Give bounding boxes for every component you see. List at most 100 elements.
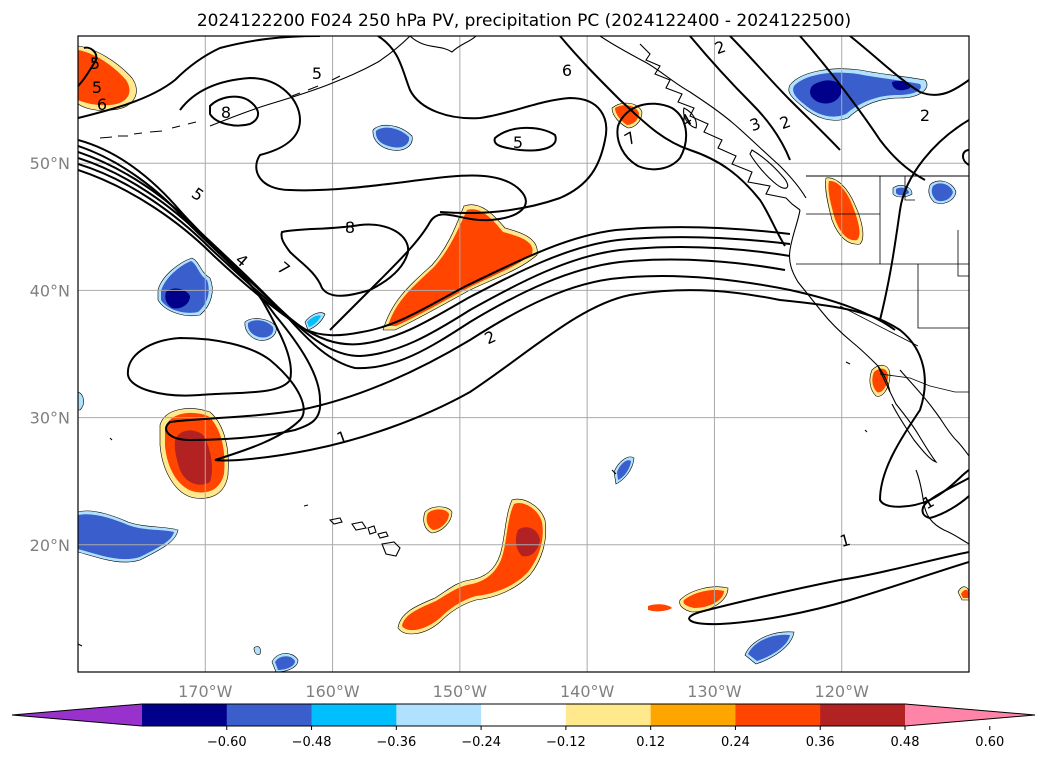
precip-positive-area [78,50,130,106]
mexico-border [879,373,969,393]
colorbar-segment [311,704,397,726]
aleutian-islands [99,75,341,139]
colorbar-tick-label: −0.12 [546,735,586,750]
alaska-gulf-coast [409,36,807,199]
pv-contour-label: 8 [345,218,355,237]
latitude-label: 40°N [30,281,70,300]
pv-contour-8-loop [280,223,410,297]
pv-contour-north-east3 [729,36,841,151]
latitude-labels: 20°N 30°N 40°N 50°N [30,154,70,555]
pv-contour-label: 5 [312,64,322,83]
pv-contour-label-text: 5 [92,78,102,97]
colorbar-segment [650,704,736,726]
pv-contour-label: 6 [562,61,572,80]
longitude-label: 170°W [178,682,233,701]
longitude-label: 160°W [305,682,360,701]
colorbar-tick-label: −0.36 [376,735,416,750]
pv-contour-label-text: 8 [221,103,231,122]
colorbar-extend-high [905,704,1035,726]
colorbar-tick-label: 0.12 [636,735,665,750]
pv-contour-label: 6 [97,95,107,114]
precip-positive-area [174,430,212,485]
precip-negative-area [810,80,842,104]
pv-contour-label-text: 2 [920,106,930,125]
precip-positive-area [683,590,724,608]
pv-contour-label: 8 [221,103,231,122]
longitude-labels: 170°W 160°W 150°W 140°W 130°W 120°W [178,682,869,701]
mexico-south-coast [915,469,969,545]
pv-contour-label-text: 8 [345,218,355,237]
pv-contour-label-text: 6 [97,95,107,114]
pv-contour-north-east [559,36,786,247]
precip-negative-area [275,656,295,670]
pv-contour-label: 1 [838,530,853,551]
gridlines [78,36,969,672]
pv-contour-north-east2 [689,36,791,161]
precip-positive-area [402,502,543,631]
precip-negative-area [931,183,953,202]
colorbar [11,703,1036,727]
pv-contour-label-text: 6 [562,61,572,80]
longitude-label: 140°W [560,682,615,701]
colorbar-extend-low [12,704,142,726]
precip-blob-south [397,498,547,635]
pv-contour-label-text: 5 [312,64,322,83]
pv-contour-1-south [78,139,969,508]
colorbar-outline [11,703,1036,727]
pv-contour-se-wave [921,477,969,520]
state-borders [796,176,969,347]
pv-contour-label-text: 1 [838,530,853,551]
aleutian-coast [209,36,411,127]
colorbar-tick-label: 0.48 [891,735,920,750]
map-frame [77,35,970,673]
colorbar-labels: −0.60 −0.48 −0.36 −0.24 −0.12 0.12 0.24 0.36 0.4… [207,726,1004,750]
pv-contour-6 [78,169,791,337]
pv-contours [78,36,969,626]
colorbar-segment [481,704,567,726]
pv-contour-ne-lower [799,36,969,181]
pv-contour-ne-corner [849,36,969,96]
precip-positive-area [828,180,860,241]
pv-contour-label: 5 [92,78,102,97]
pv-contour-label-text: 5 [90,54,100,73]
precip-positive-area [961,589,969,598]
precip-negative-area [78,391,84,411]
colorbar-tick-label: 0.36 [806,735,835,750]
colorbar-tick-label: 0.24 [721,735,750,750]
precip-positive-area [515,527,540,557]
precip-negative-area [247,320,274,338]
haida-gwaii [683,107,697,129]
precip-blob-small-1 [423,506,453,534]
pv-contour-east-coast [879,119,969,321]
pv-contour-1-southeast [688,551,969,626]
precip-negative-area [253,646,261,655]
pv-contour-north-loop [179,76,527,331]
pv-contour-north-mid [377,36,608,215]
precip-negative-area [307,315,321,327]
pv-contour-north-big [78,36,321,119]
latitude-label: 50°N [30,154,70,173]
precip-positive-area [648,604,672,612]
precip-negative-area [617,460,631,480]
baja-peninsula [877,365,938,464]
colorbar-tick-label: −0.48 [292,735,332,750]
colorbar-segment [226,704,313,726]
colorbar-tick-label: 0.60 [975,735,1004,750]
precip-blob-small-2 [648,586,729,613]
precip-blob-coast-north [825,177,864,245]
precip-positive-area [615,105,639,125]
precip-negative-area [165,288,190,309]
precip-negative-area [375,127,410,148]
longitude-label: 120°W [815,682,870,701]
precip-neg-blobs-small [78,124,957,672]
pv-contour-4 [78,157,791,358]
coastlines [78,36,969,647]
pv-contour-7-loop [616,102,688,171]
longitude-label: 130°W [687,682,742,701]
precip-negative-area [78,514,174,560]
pv-contour-north-inner [209,95,259,127]
precip-blob-nw-corner [78,45,137,111]
pv-contour-label: 5 [513,133,523,152]
hawaiian-islands [303,504,401,557]
